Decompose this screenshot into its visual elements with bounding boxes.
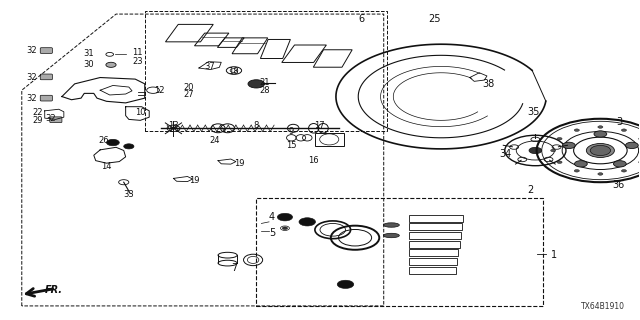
Text: 25: 25	[428, 14, 441, 24]
Text: 32: 32	[45, 114, 56, 123]
Text: 19: 19	[189, 176, 200, 185]
Text: 22: 22	[32, 108, 43, 117]
Circle shape	[621, 170, 627, 172]
Text: 21: 21	[259, 78, 270, 87]
Circle shape	[529, 147, 541, 154]
Text: 16: 16	[308, 156, 319, 164]
Text: 5: 5	[269, 228, 275, 238]
Text: 19: 19	[234, 159, 244, 168]
Text: 26: 26	[98, 136, 109, 146]
Text: 1: 1	[550, 250, 557, 260]
Text: 8: 8	[253, 121, 259, 130]
Ellipse shape	[383, 233, 399, 238]
Text: 23: 23	[132, 57, 143, 66]
Circle shape	[586, 143, 614, 157]
Text: 32: 32	[26, 94, 36, 103]
Text: 32: 32	[26, 46, 36, 55]
Text: 24: 24	[210, 136, 220, 146]
Text: TX64B1910: TX64B1910	[580, 302, 625, 311]
Text: 18: 18	[228, 67, 238, 76]
FancyBboxPatch shape	[40, 48, 52, 53]
Text: 32: 32	[26, 73, 36, 82]
Bar	[409, 223, 462, 230]
Circle shape	[557, 138, 562, 140]
Circle shape	[337, 280, 354, 288]
Circle shape	[625, 142, 638, 148]
Text: 9: 9	[289, 127, 294, 136]
Text: 2: 2	[527, 185, 533, 196]
Text: 35: 35	[527, 108, 540, 117]
Circle shape	[106, 140, 119, 146]
Text: 17: 17	[314, 121, 324, 130]
Circle shape	[277, 213, 292, 221]
Text: 36: 36	[612, 180, 625, 190]
Text: 29: 29	[32, 116, 43, 125]
Text: 34: 34	[499, 149, 511, 159]
Bar	[409, 215, 463, 221]
Circle shape	[557, 161, 562, 164]
Bar	[409, 250, 458, 256]
Text: 14: 14	[101, 162, 112, 171]
Circle shape	[574, 129, 579, 132]
Circle shape	[575, 161, 588, 167]
Text: FR.: FR.	[45, 285, 63, 295]
Bar	[409, 241, 460, 248]
Bar	[315, 133, 344, 146]
FancyBboxPatch shape	[50, 117, 62, 123]
Text: 7: 7	[231, 263, 237, 273]
Text: 31: 31	[83, 49, 94, 58]
Circle shape	[639, 138, 640, 140]
Text: 30: 30	[83, 60, 94, 69]
Text: 12: 12	[154, 86, 165, 95]
Text: 38: 38	[483, 79, 495, 89]
Bar	[409, 267, 456, 274]
Circle shape	[639, 161, 640, 164]
Bar	[409, 232, 461, 239]
Circle shape	[594, 131, 607, 137]
FancyBboxPatch shape	[40, 74, 52, 80]
Text: 27: 27	[183, 91, 194, 100]
Text: 33: 33	[124, 190, 134, 199]
Circle shape	[248, 80, 264, 88]
Circle shape	[614, 161, 626, 167]
Circle shape	[598, 126, 603, 128]
Circle shape	[282, 227, 287, 229]
Ellipse shape	[383, 223, 399, 227]
Text: 3: 3	[616, 117, 623, 127]
Circle shape	[106, 62, 116, 68]
Text: 15: 15	[286, 141, 296, 150]
Circle shape	[621, 129, 627, 132]
Circle shape	[574, 170, 579, 172]
Text: 20: 20	[183, 83, 193, 92]
Circle shape	[124, 144, 134, 149]
Text: 4: 4	[269, 212, 275, 222]
Text: 6: 6	[358, 14, 365, 24]
Circle shape	[550, 149, 556, 152]
Circle shape	[590, 145, 611, 156]
Circle shape	[598, 173, 603, 175]
Text: 10: 10	[135, 108, 146, 117]
Circle shape	[563, 142, 575, 148]
Circle shape	[299, 218, 316, 226]
FancyBboxPatch shape	[40, 95, 52, 101]
Text: 13: 13	[168, 121, 179, 130]
Text: 11: 11	[132, 48, 143, 57]
Bar	[409, 258, 457, 265]
Text: 28: 28	[259, 86, 270, 95]
Text: 37: 37	[204, 62, 215, 71]
